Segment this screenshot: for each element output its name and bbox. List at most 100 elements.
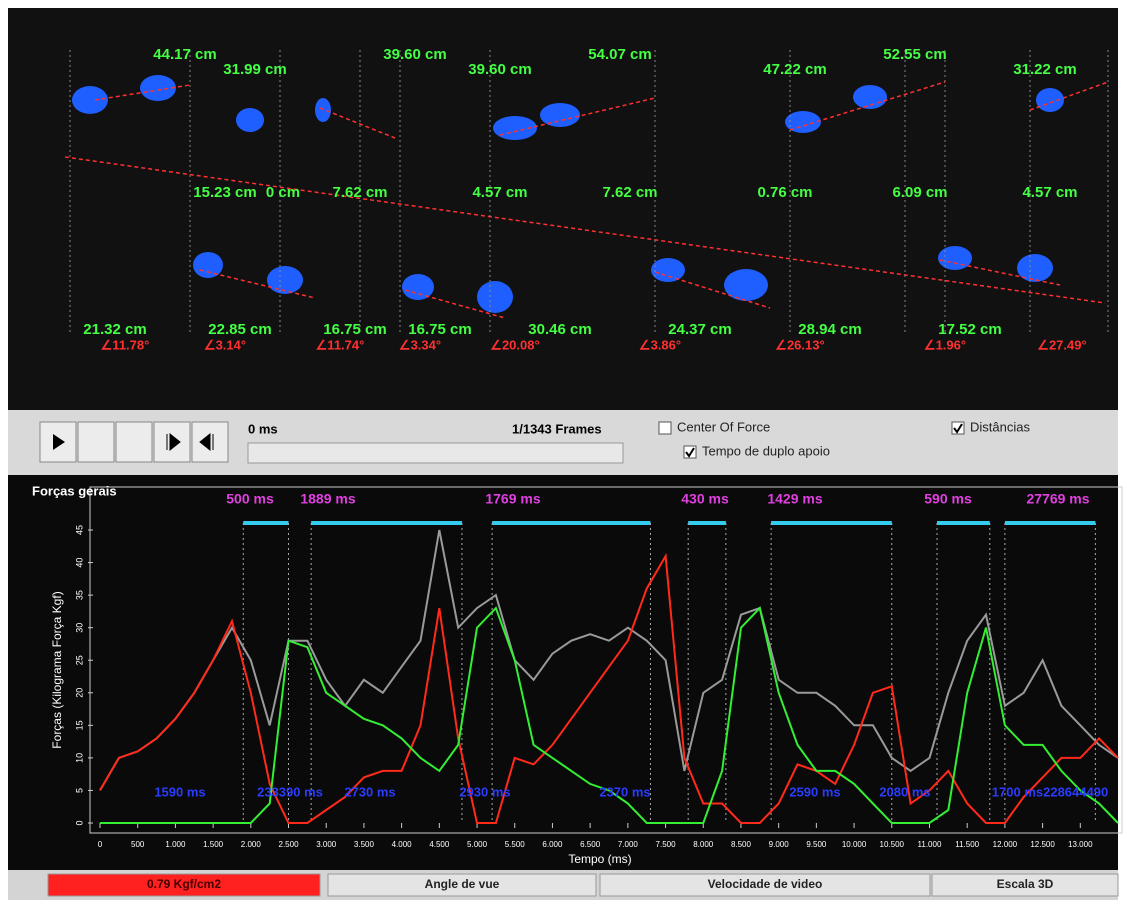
distance-label: 21.32 cm — [83, 321, 146, 338]
distance-label: 30.46 cm — [528, 321, 591, 338]
x-axis-label: Tempo (ms) — [568, 852, 631, 866]
angle-label: ∠1.96° — [924, 337, 966, 352]
duration-label: 1590 ms — [154, 784, 205, 799]
x-tick-label: 12.000 — [993, 840, 1018, 849]
y-tick-label: 5 — [74, 788, 84, 793]
distance-label: 52.55 cm — [883, 46, 946, 63]
duration-label: 2370 ms — [599, 784, 650, 799]
screen: 44.17 cm 31.99 cm 39.60 cm 39.60 cm 54.07 cm… — [0, 0, 1134, 900]
duration-label: 2730 ms — [344, 784, 395, 799]
x-tick-label: 11.500 — [955, 840, 979, 849]
distance-label: 17.52 cm — [938, 321, 1001, 338]
distance-label: 0 cm — [266, 184, 300, 201]
distance-label: 39.60 cm — [468, 61, 531, 78]
duration-label: 1429 ms — [767, 491, 822, 507]
y-tick-label: 20 — [74, 688, 84, 698]
distance-label: 28.94 cm — [798, 321, 861, 338]
distance-label: 31.99 cm — [223, 61, 286, 78]
distance-label: 22.85 cm — [208, 321, 271, 338]
x-tick-label: 4.000 — [392, 840, 413, 849]
duration-label: 233390 ms — [257, 784, 323, 799]
x-tick-label: 10.500 — [880, 840, 905, 849]
checkbox-label: Distâncias — [970, 419, 1030, 434]
angle-label: ∠3.34° — [399, 337, 441, 352]
x-tick-label: 5.000 — [467, 840, 488, 849]
distance-label: 0.76 cm — [757, 184, 812, 201]
angle-label: ∠3.14° — [204, 337, 246, 352]
duration-label: 27769 ms — [1026, 491, 1089, 507]
distance-label: 24.37 cm — [668, 321, 731, 338]
angle-label: ∠11.74° — [316, 337, 365, 352]
x-tick-label: 1.500 — [203, 840, 224, 849]
distance-label: 39.60 cm — [383, 46, 446, 63]
duration-label: 500 ms — [226, 491, 274, 507]
y-tick-label: 45 — [74, 525, 84, 535]
angle-label: ∠20.08° — [490, 337, 539, 352]
distance-label: 16.75 cm — [408, 321, 471, 338]
status-text: Angle de vue — [425, 877, 500, 891]
duration-label: 2590 ms — [789, 784, 840, 799]
time-label: 0 ms — [248, 421, 278, 436]
x-tick-label: 500 — [131, 840, 145, 849]
x-tick-label: 9.000 — [769, 840, 790, 849]
x-tick-label: 11.000 — [918, 840, 942, 849]
distance-label: 15.23 cm — [193, 184, 256, 201]
x-tick-label: 4.500 — [429, 840, 450, 849]
angle-label: ∠3.86° — [639, 337, 681, 352]
y-tick-label: 35 — [74, 590, 84, 600]
distance-label: 31.22 cm — [1013, 61, 1076, 78]
x-tick-label: 2.000 — [241, 840, 262, 849]
checkbox[interactable] — [659, 422, 671, 434]
stop-button[interactable] — [116, 422, 152, 462]
x-tick-label: 6.500 — [580, 840, 601, 849]
duration-label: 1700 ms228644490 — [992, 784, 1108, 799]
y-tick-label: 15 — [74, 720, 84, 730]
distance-label: 16.75 cm — [323, 321, 386, 338]
distance-label: 4.57 cm — [472, 184, 527, 201]
distance-label: 7.62 cm — [602, 184, 657, 201]
duration-label: 1889 ms — [300, 491, 355, 507]
x-tick-label: 13.000 — [1068, 840, 1093, 849]
checkbox-label: Center Of Force — [677, 419, 770, 434]
x-tick-label: 8.500 — [731, 840, 752, 849]
angle-label: ∠27.49° — [1037, 337, 1086, 352]
x-tick-label: 10.000 — [842, 840, 867, 849]
status-text: Velocidade de video — [708, 877, 823, 891]
x-tick-label: 12.500 — [1030, 840, 1055, 849]
chart-panel — [8, 475, 1118, 870]
distance-label: 54.07 cm — [588, 46, 651, 63]
distance-label: 47.22 cm — [763, 61, 826, 78]
distance-label: 7.62 cm — [332, 184, 387, 201]
timeline-slider[interactable] — [248, 443, 623, 463]
x-tick-label: 3.500 — [354, 840, 375, 849]
distance-label: 6.09 cm — [892, 184, 947, 201]
x-tick-label: 7.500 — [656, 840, 677, 849]
status-text: 0.79 Kgf/cm2 — [147, 877, 221, 891]
distance-label: 4.57 cm — [1022, 184, 1077, 201]
y-tick-label: 40 — [74, 558, 84, 568]
x-tick-label: 7.000 — [618, 840, 639, 849]
duration-label: 590 ms — [924, 491, 972, 507]
checkbox-label: Tempo de duplo apoio — [702, 443, 830, 458]
x-tick-label: 3.000 — [316, 840, 337, 849]
y-axis-label: Forças (Kilograma Força Kgf) — [50, 591, 64, 748]
pause-button[interactable] — [78, 422, 114, 462]
y-tick-label: 10 — [74, 753, 84, 763]
frame-counter: 1/1343 Frames — [512, 421, 602, 436]
duration-label: 2930 ms — [459, 784, 510, 799]
y-tick-label: 25 — [74, 655, 84, 665]
x-tick-label: 1.000 — [165, 840, 186, 849]
distance-label: 44.17 cm — [153, 46, 216, 63]
status-text: Escala 3D — [997, 877, 1054, 891]
x-tick-label: 2.500 — [279, 840, 300, 849]
duration-label: 430 ms — [681, 491, 729, 507]
x-tick-label: 6.000 — [542, 840, 563, 849]
duration-label: 1769 ms — [485, 491, 540, 507]
x-tick-label: 0 — [98, 840, 103, 849]
duration-label: 2080 ms — [879, 784, 930, 799]
page: 44.17 cm 31.99 cm 39.60 cm 39.60 cm 54.07 cm… — [0, 0, 1134, 905]
y-tick-label: 0 — [74, 820, 84, 825]
y-tick-label: 30 — [74, 623, 84, 633]
playback-buttons[interactable] — [40, 422, 228, 462]
angle-label: ∠26.13° — [775, 337, 824, 352]
